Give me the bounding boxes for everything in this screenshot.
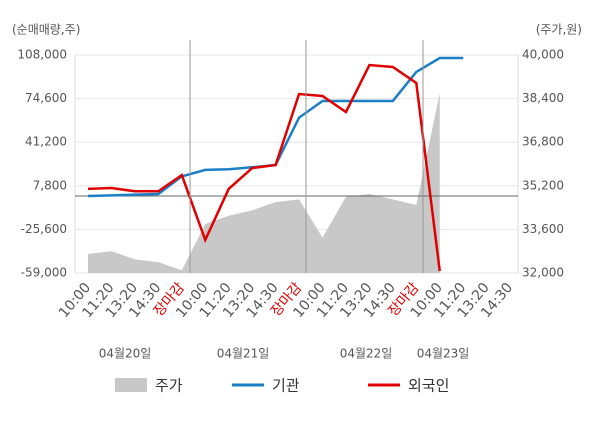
y2-axis-label: (주가,원) — [536, 23, 582, 37]
y-tick-label: 7,800 — [33, 178, 67, 192]
date-label: 04월22일 — [340, 347, 393, 361]
date-label: 04월23일 — [417, 347, 470, 361]
legend-label: 외국인 — [408, 377, 449, 395]
y-axis-label: (순매매량,주) — [12, 23, 80, 37]
y2-tick-label: 40,000 — [522, 48, 564, 62]
y2-tick-label: 32,000 — [522, 266, 564, 280]
date-label: 04월21일 — [217, 347, 270, 361]
y-tick-label: 41,200 — [25, 135, 67, 149]
y-tick-label: -59,000 — [21, 266, 67, 280]
y2-tick-label: 38,400 — [522, 91, 564, 105]
y2-tick-label: 33,600 — [522, 222, 564, 236]
y2-tick-label: 36,800 — [522, 135, 564, 149]
price-area — [88, 93, 440, 274]
y-tick-label: -25,600 — [21, 222, 67, 236]
legend-label: 기관 — [272, 377, 300, 395]
legend-label: 주가 — [155, 377, 183, 395]
y-tick-label: 74,600 — [25, 91, 67, 105]
y2-tick-label: 35,200 — [522, 178, 564, 192]
y-tick-label: 108,000 — [17, 48, 67, 62]
date-label: 04월20일 — [99, 347, 152, 361]
legend-swatch — [115, 378, 147, 392]
series-line — [87, 63, 441, 272]
